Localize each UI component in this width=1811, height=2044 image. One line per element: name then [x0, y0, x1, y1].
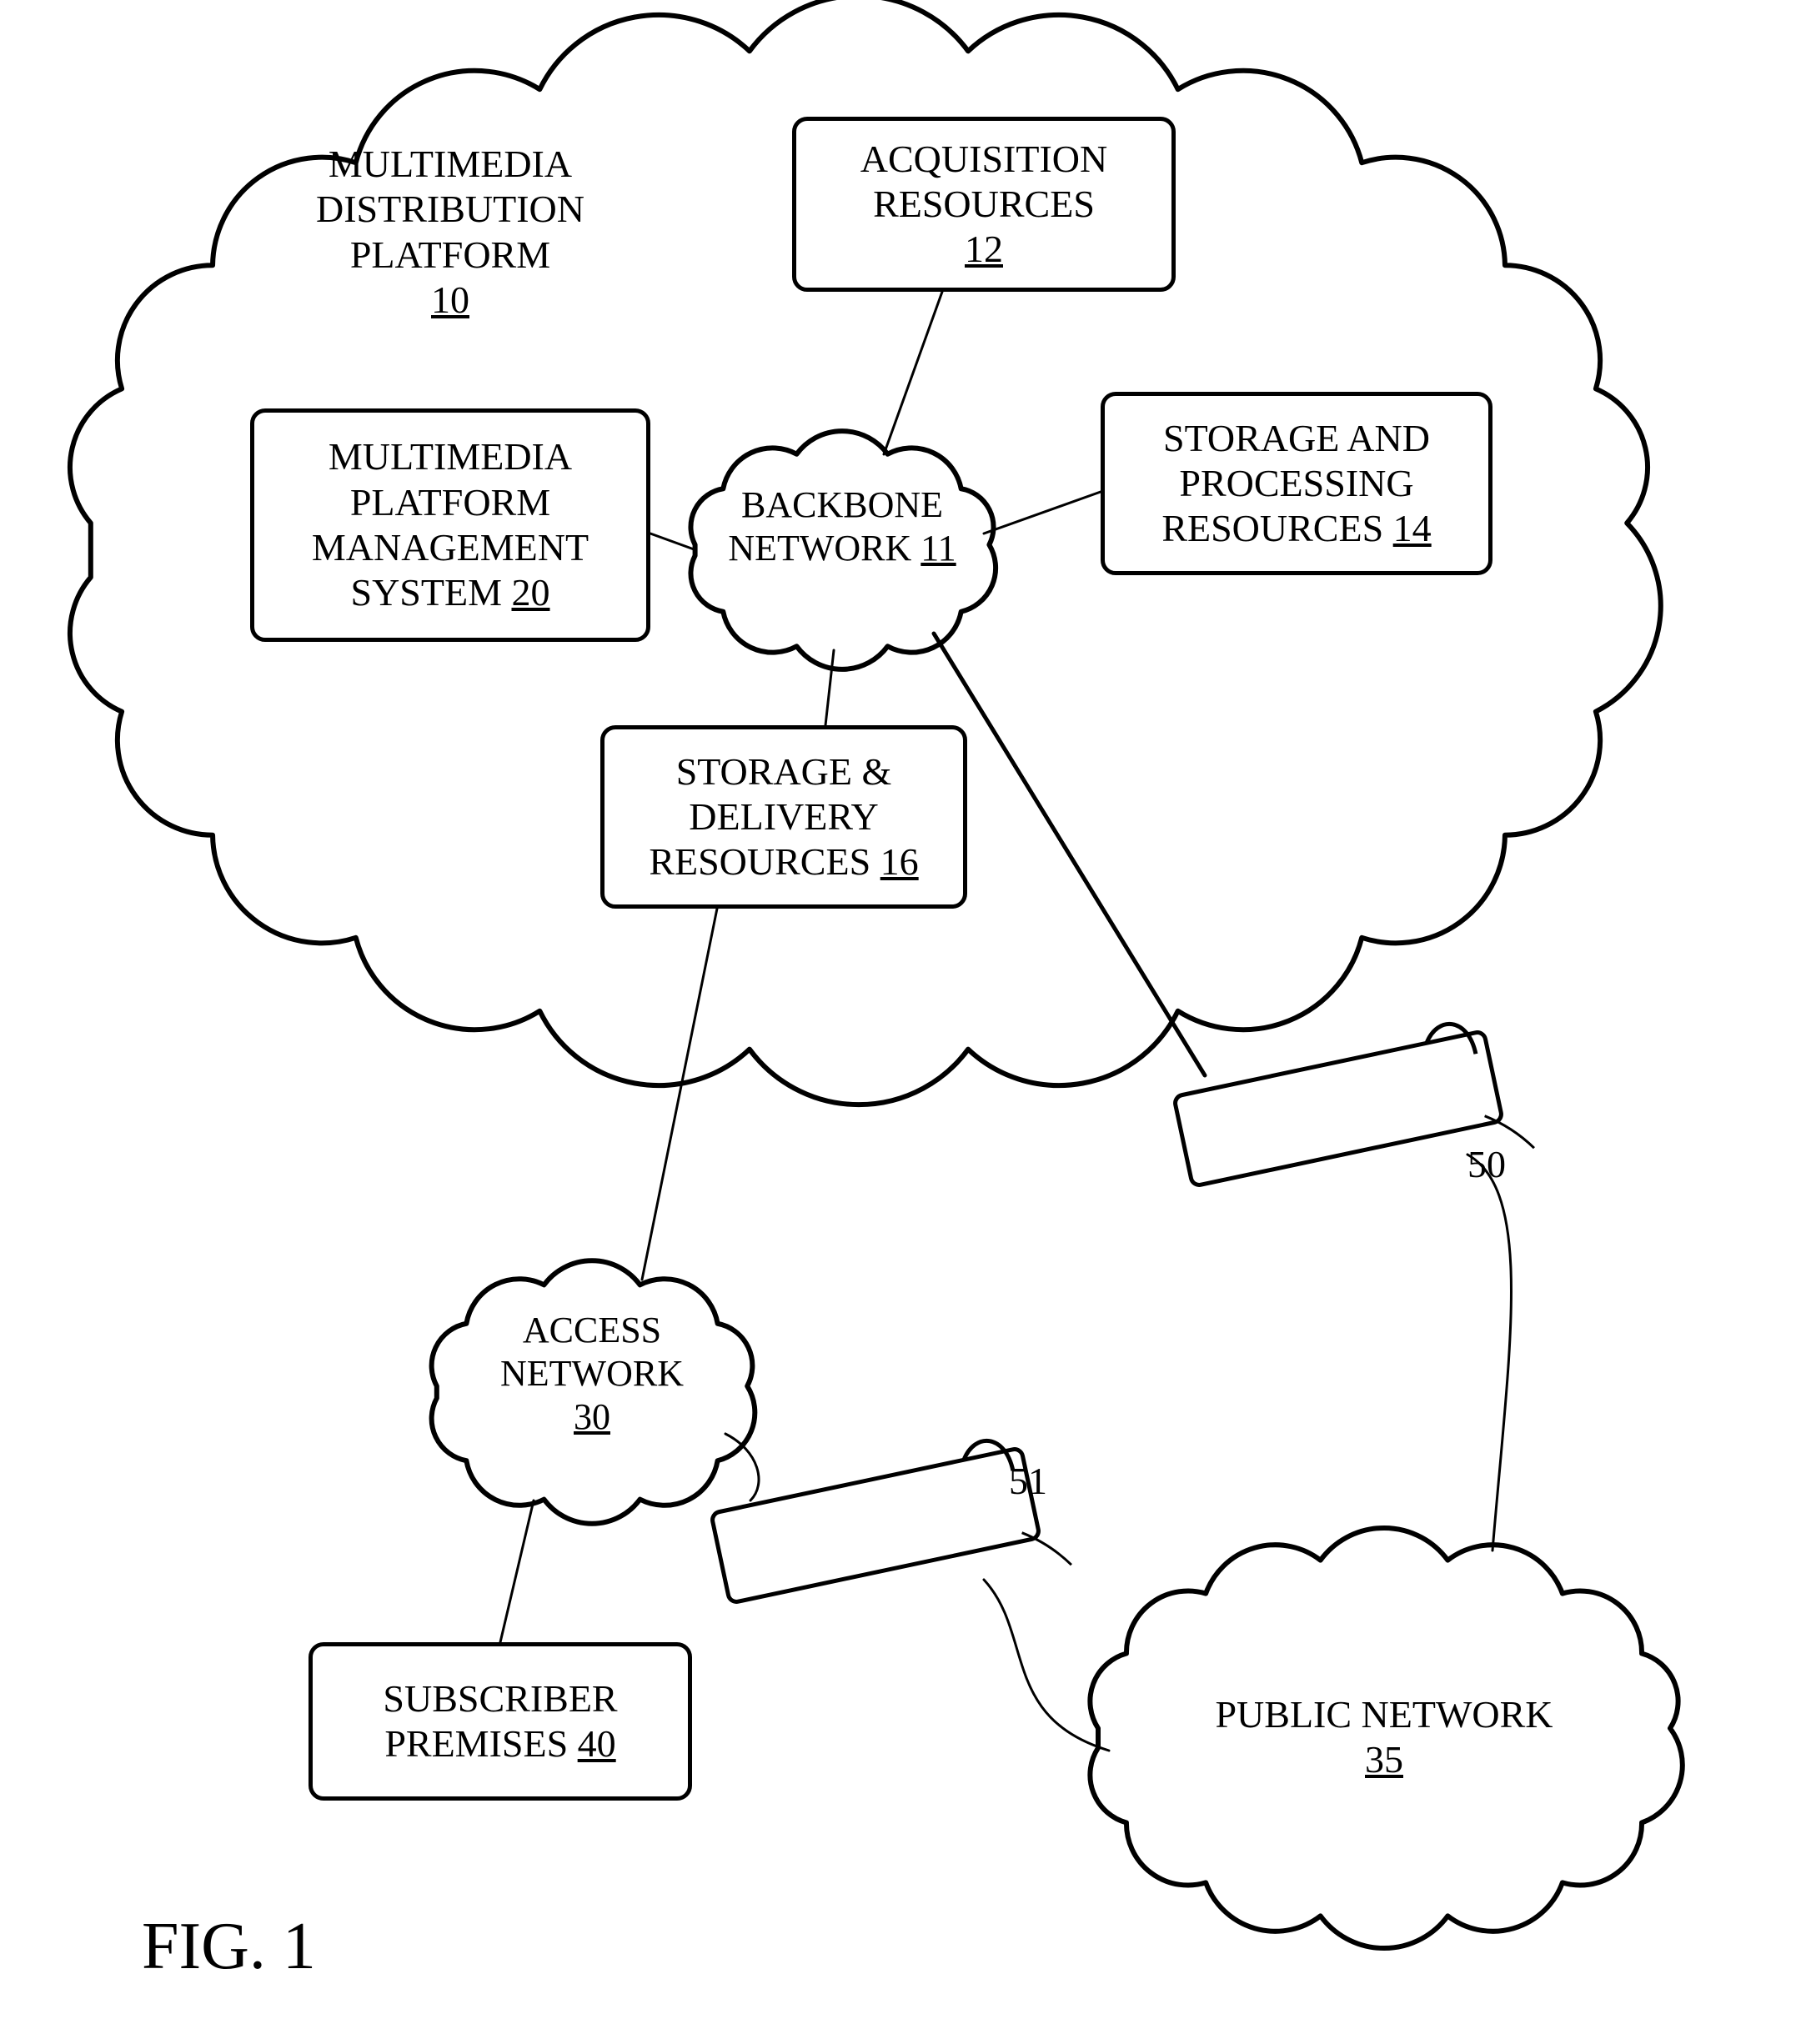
- acquisition-line2: RESOURCES: [873, 182, 1095, 227]
- sd-line1: STORAGE &: [676, 749, 892, 794]
- mg-ref: 20: [511, 571, 549, 614]
- mg-line2: PLATFORM: [350, 480, 550, 525]
- subscriber-box: SUBSCRIBER PREMISES 40: [309, 1642, 692, 1801]
- platform-label-line1: MULTIMEDIA: [329, 143, 572, 185]
- sub-tail: PREMISES: [384, 1722, 577, 1765]
- acquisition-box: ACQUISITION RESOURCES 12: [792, 117, 1176, 292]
- acquisition-ref: 12: [965, 228, 1003, 270]
- sp-tail: RESOURCES: [1161, 507, 1392, 549]
- backbone-tail: NETWORK: [728, 528, 921, 569]
- storage-processing-box: STORAGE AND PROCESSING RESOURCES 14: [1101, 392, 1492, 575]
- fw50-ref: 50: [1467, 1142, 1506, 1187]
- mg-line3: MANAGEMENT: [312, 525, 589, 570]
- sd-tail: RESOURCES: [649, 840, 880, 883]
- access-ref: 30: [574, 1396, 610, 1437]
- sd-ref: 16: [880, 840, 919, 883]
- fw51-ref: 51: [1009, 1459, 1047, 1504]
- acquisition-line1: ACQUISITION: [860, 137, 1107, 182]
- mg-tail: SYSTEM: [351, 571, 512, 614]
- sub-line1: SUBSCRIBER: [383, 1676, 617, 1721]
- storage-delivery-box: STORAGE & DELIVERY RESOURCES 16: [600, 725, 967, 909]
- platform-label-ref: 10: [431, 278, 469, 321]
- sp-line1: STORAGE AND: [1163, 416, 1430, 461]
- public-ref: 35: [1365, 1738, 1403, 1781]
- backbone-ref: 11: [921, 528, 956, 569]
- public-line1: PUBLIC NETWORK: [1215, 1693, 1553, 1736]
- sd-line2: DELIVERY: [689, 794, 878, 839]
- platform-label: MULTIMEDIA DISTRIBUTION PLATFORM 10: [283, 142, 617, 323]
- access-line1: ACCESS: [523, 1310, 661, 1350]
- mg-line1: MULTIMEDIA: [329, 434, 572, 479]
- sub-ref: 40: [578, 1722, 616, 1765]
- sp-ref: 14: [1393, 507, 1432, 549]
- platform-label-line3: PLATFORM: [350, 233, 550, 276]
- backbone-label: BACKBONE NETWORK 11: [709, 483, 976, 570]
- access-line2: NETWORK: [500, 1353, 684, 1394]
- backbone-line1: BACKBONE: [741, 484, 943, 525]
- figure-caption: FIG. 1: [142, 1909, 316, 1985]
- sp-line2: PROCESSING: [1179, 461, 1413, 506]
- platform-label-line2: DISTRIBUTION: [316, 188, 584, 230]
- management-box: MULTIMEDIA PLATFORM MANAGEMENT SYSTEM 20: [250, 408, 650, 642]
- access-label: ACCESS NETWORK 30: [467, 1309, 717, 1439]
- public-label: PUBLIC NETWORK 35: [1167, 1692, 1601, 1783]
